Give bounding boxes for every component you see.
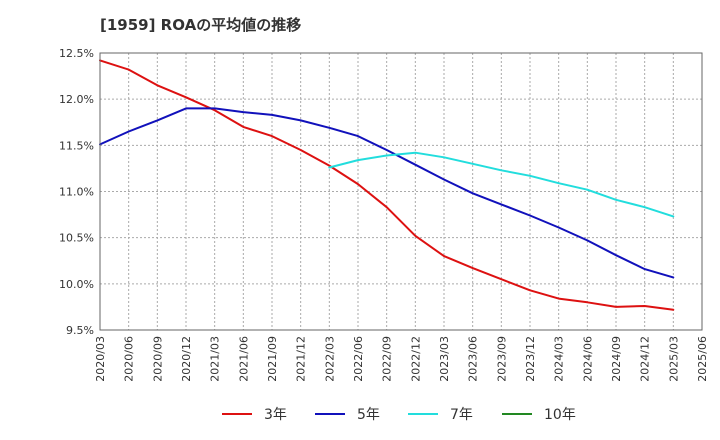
x-tick-label: 2023/06 bbox=[467, 336, 480, 382]
x-tick-label: 2024/03 bbox=[553, 336, 566, 382]
x-tick-label: 2021/06 bbox=[237, 336, 250, 382]
y-tick-label: 10.0% bbox=[59, 278, 94, 291]
y-tick-label: 9.5% bbox=[66, 324, 94, 337]
x-tick-label: 2022/06 bbox=[352, 336, 365, 382]
x-tick-label: 2024/09 bbox=[610, 336, 623, 382]
y-tick-label: 11.5% bbox=[59, 139, 94, 152]
x-tick-label: 2020/03 bbox=[94, 336, 107, 382]
x-tick-label: 2020/06 bbox=[123, 336, 136, 382]
x-axis-ticks: 2020/03 2020/06 2020/09 2020/12 2021/03 2021/… bbox=[94, 336, 709, 382]
x-tick-label: 2025/06 bbox=[696, 336, 709, 382]
x-tick-label: 2021/03 bbox=[209, 336, 222, 382]
plot-frame bbox=[99, 52, 703, 331]
x-tick-label: 2021/12 bbox=[295, 336, 308, 382]
legend-label-5年: 5年 bbox=[357, 407, 380, 423]
x-tick-label: 2023/03 bbox=[438, 336, 451, 382]
x-tick-label: 2020/09 bbox=[151, 336, 164, 382]
x-tick-label: 2023/09 bbox=[495, 336, 508, 382]
x-tick-label: 2023/12 bbox=[524, 336, 537, 382]
y-tick-label: 11.0% bbox=[59, 186, 94, 199]
legend-label-10年: 10年 bbox=[544, 407, 576, 423]
x-tick-label: 2024/06 bbox=[581, 336, 594, 382]
chart-title: [1959] ROAの平均値の推移 bbox=[100, 16, 302, 34]
x-tick-label: 2020/12 bbox=[180, 336, 193, 382]
y-tick-label: 12.0% bbox=[59, 93, 94, 106]
series-line-3年 bbox=[99, 59, 675, 311]
x-tick-label: 2022/03 bbox=[323, 336, 336, 382]
series-lines bbox=[99, 59, 675, 311]
legend-label-3年: 3年 bbox=[264, 407, 287, 423]
x-tick-label: 2022/09 bbox=[381, 336, 394, 382]
x-tick-label: 2021/09 bbox=[266, 336, 279, 382]
x-tick-label: 2025/03 bbox=[667, 336, 680, 382]
legend: 3年 5年 7年 10年 bbox=[222, 407, 576, 423]
y-tick-label: 12.5% bbox=[59, 47, 94, 60]
series-line-5年 bbox=[99, 107, 675, 279]
legend-label-7年: 7年 bbox=[450, 407, 473, 423]
x-tick-label: 2022/12 bbox=[409, 336, 422, 382]
y-tick-label: 10.5% bbox=[59, 232, 94, 245]
y-axis-ticks: 9.5% 10.0% 10.5% 11.0% 11.5% 12.0% 12.5% bbox=[59, 47, 94, 337]
grid bbox=[100, 53, 702, 330]
series-line-7年 bbox=[328, 151, 675, 218]
x-tick-label: 2024/12 bbox=[639, 336, 652, 382]
